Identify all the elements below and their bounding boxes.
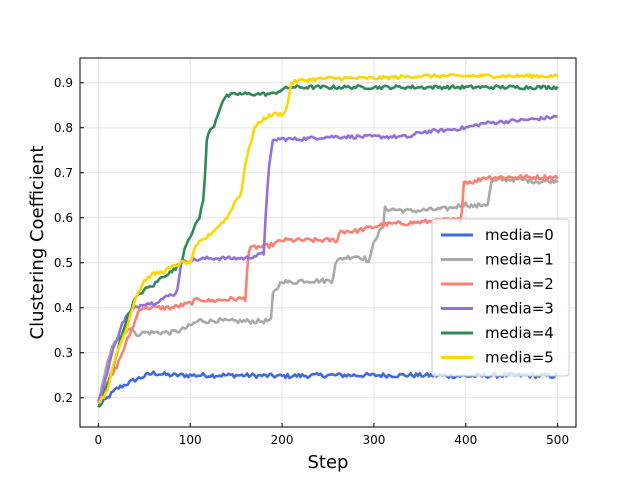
series-line-media=0: [98, 370, 558, 408]
legend-label: media=0: [485, 226, 554, 244]
y-axis-label: Clustering Coefficient: [27, 146, 48, 340]
x-axis-label: Step: [308, 452, 349, 473]
x-tick-label: 500: [546, 433, 569, 447]
x-tick-label: 100: [179, 433, 202, 447]
y-tick-label: 0.7: [54, 166, 73, 180]
series-line-media=2: [97, 174, 559, 404]
y-axis: 0.2 0.3 0.4 0.5 0.6 0.7 0.8 0.9: [54, 76, 84, 405]
x-tick-label: 0: [95, 433, 103, 447]
y-tick-label: 0.2: [54, 391, 73, 405]
series-line-media=3: [97, 114, 558, 402]
y-tick-label: 0.4: [54, 301, 73, 315]
legend: media=0 media=1 media=2 media=3 media=4 media…: [431, 218, 570, 377]
legend-label: media=5: [485, 349, 554, 367]
y-tick-label: 0.6: [54, 211, 73, 225]
legend-label: media=1: [485, 251, 554, 269]
y-tick-label: 0.3: [54, 346, 73, 360]
x-axis: 0 100 200 300 400 500: [95, 423, 569, 447]
y-tick-label: 0.9: [54, 76, 73, 90]
legend-label: media=3: [485, 300, 554, 318]
y-tick-label: 0.5: [54, 256, 73, 270]
x-tick-label: 400: [454, 433, 477, 447]
series-line-media=5: [97, 72, 559, 404]
plot-frame: [79, 57, 577, 428]
x-tick-label: 200: [271, 433, 294, 447]
series-line-media=4: [97, 84, 559, 408]
legend-label: media=4: [485, 324, 554, 342]
y-tick-label: 0.8: [54, 121, 73, 135]
series-line-media=1: [97, 176, 559, 404]
legend-label: media=2: [485, 275, 554, 293]
x-tick-label: 300: [362, 433, 385, 447]
